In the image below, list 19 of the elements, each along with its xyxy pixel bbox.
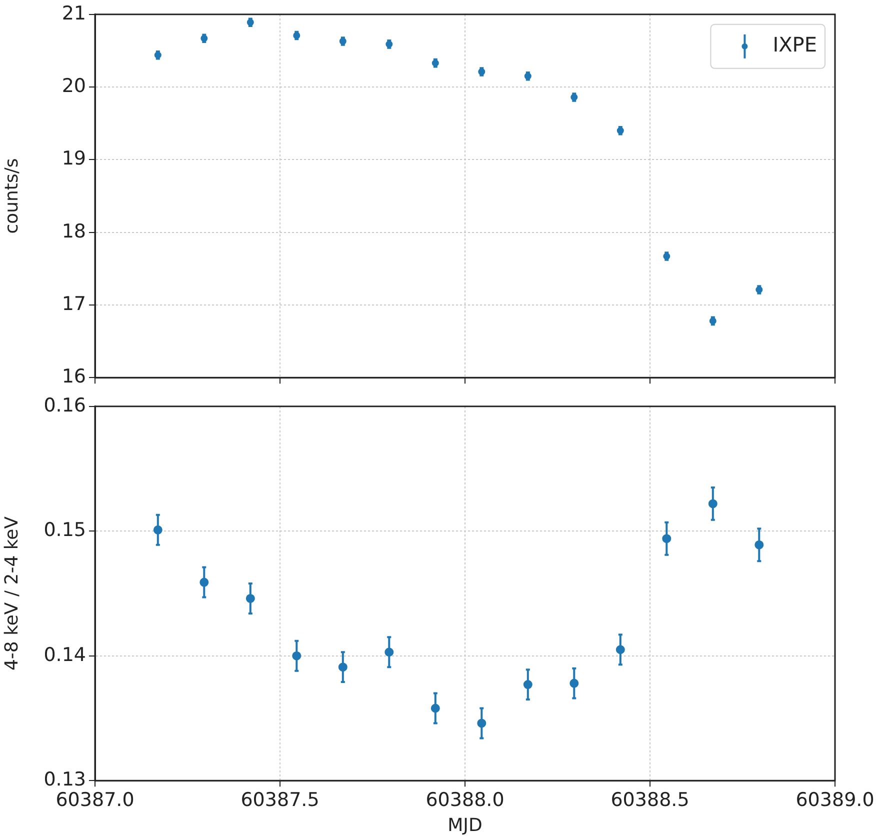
y-tick-label: 18 [62,220,86,242]
y-tick-label: 19 [62,148,86,170]
y-axis-title: counts/s [1,158,22,234]
x-tick-label: 60387.0 [56,788,134,811]
x-axis-title: MJD [448,814,482,836]
y-tick-label: 20 [62,74,86,97]
y-tick-label: 0.16 [44,394,86,416]
y-axis-title: 4-8 keV / 2-4 keV [1,516,22,671]
x-tick-label: 60388.0 [426,788,504,811]
legend-label: IXPE [772,32,817,57]
y-tick-label: 0.13 [44,768,86,791]
y-tick-label: 0.15 [44,519,86,542]
y-tick-label: 0.14 [44,644,86,666]
y-tick-label: 16 [62,366,86,388]
y-tick-label: 21 [62,2,86,24]
x-tick-label: 60389.0 [796,788,874,811]
y-tick-label: 17 [62,292,86,315]
x-tick-label: 60387.5 [240,788,320,811]
x-tick-label: 60388.5 [610,788,690,811]
